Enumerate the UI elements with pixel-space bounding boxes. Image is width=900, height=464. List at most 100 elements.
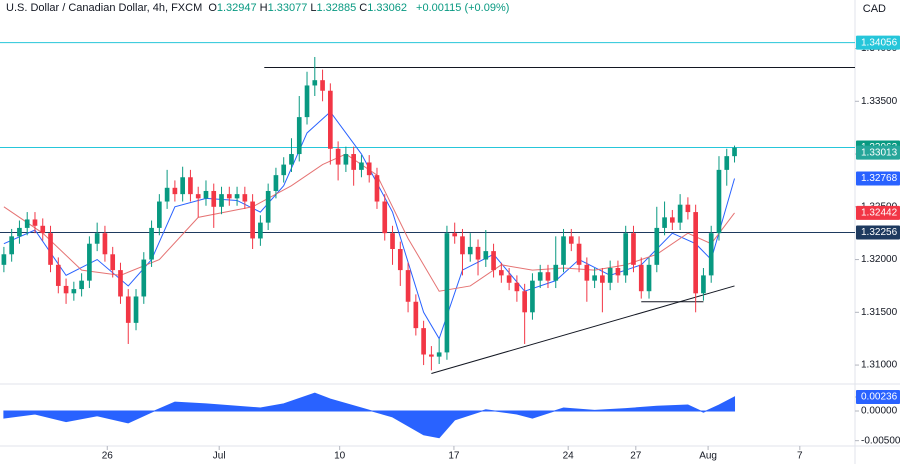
- candle-body: [701, 275, 706, 294]
- candle-body: [24, 219, 30, 228]
- price-label: 1.32256: [861, 227, 898, 238]
- ohlc-value: 1.32885: [316, 2, 357, 14]
- ohlc-key: L: [310, 2, 317, 14]
- candle-body: [141, 259, 147, 297]
- candle-body: [211, 190, 217, 207]
- ohlc-key: O: [208, 2, 217, 14]
- candle-body: [413, 301, 419, 329]
- candle-body: [125, 296, 131, 323]
- candle-body: [607, 267, 613, 283]
- moving-average: [3, 153, 735, 292]
- candle-body: [537, 272, 543, 281]
- x-tick-label: 10: [334, 451, 346, 462]
- candle-body: [522, 291, 527, 313]
- ohlc-value: 1.33077: [267, 2, 308, 14]
- candle-body: [359, 162, 364, 170]
- candle-body: [110, 254, 116, 271]
- price-label: 1.34056: [861, 37, 898, 48]
- y-tick-label: 1.31500: [861, 307, 898, 318]
- candle-body: [258, 222, 263, 239]
- symbol-title: U.S. Dollar / Canadian Dollar, 4h, FXCM: [6, 2, 203, 14]
- candle-body: [343, 154, 349, 165]
- candle-body: [180, 177, 185, 195]
- trend-line: [431, 285, 735, 374]
- oscillator-area: [3, 392, 736, 439]
- candle-body: [467, 246, 473, 255]
- x-tick-label: 27: [630, 451, 642, 462]
- price-label: 1.32768: [861, 173, 898, 184]
- price-label-bg: [856, 35, 900, 50]
- candle-body: [429, 354, 434, 357]
- candle-body: [631, 233, 636, 265]
- candle-body: [133, 296, 139, 323]
- osc-label-bg: [856, 389, 900, 404]
- candle-body: [600, 275, 605, 283]
- y-tick-label: 1.33500: [861, 96, 898, 107]
- candle-body: [662, 217, 667, 228]
- x-tick-label: 17: [448, 451, 460, 462]
- candle-body: [188, 177, 193, 195]
- candle-body: [452, 233, 458, 237]
- change: +0.00115 (+0.09%): [416, 2, 510, 14]
- candle-body: [421, 328, 426, 355]
- candle-body: [483, 251, 489, 260]
- candle-body: [281, 164, 287, 176]
- candle-body: [491, 251, 496, 271]
- candle-body: [584, 264, 590, 281]
- candle-body: [9, 236, 14, 255]
- moving-average: [3, 111, 736, 340]
- candle-body: [328, 90, 333, 149]
- candle-body: [203, 190, 209, 199]
- candle-body: [530, 280, 535, 313]
- candle-body: [273, 175, 279, 191]
- candle-body: [296, 117, 302, 155]
- x-tick-label: 26: [102, 451, 114, 462]
- price-label-bg: [856, 205, 900, 220]
- candle-body: [732, 147, 737, 157]
- ohlc-value: 1.33062: [367, 2, 407, 14]
- candle-body: [397, 249, 403, 271]
- currency: CAD: [862, 3, 886, 15]
- candle-body: [444, 233, 450, 353]
- candle-body: [63, 285, 69, 294]
- x-tick-label: 7: [797, 451, 803, 462]
- candle-body: [405, 270, 411, 302]
- candle-body: [234, 194, 240, 199]
- ohlc-key: C: [359, 2, 368, 14]
- candle-body: [670, 217, 675, 223]
- candle-body: [312, 80, 318, 86]
- candle-body: [87, 243, 92, 281]
- candle-body: [265, 190, 271, 223]
- ohlc: O1.32947 H1.33077 L1.32885 C1.33062: [208, 2, 410, 14]
- candle-body: [460, 236, 465, 255]
- candle-body: [475, 246, 481, 260]
- candle-body: [390, 233, 395, 250]
- candle-body: [48, 233, 53, 265]
- candle-body: [366, 162, 372, 176]
- osc-label: 0.00236: [861, 392, 898, 403]
- candle-body: [646, 264, 652, 292]
- candle-body: [242, 194, 248, 202]
- candle-body: [118, 270, 123, 297]
- candle-body: [592, 275, 597, 281]
- price-label-bg: [856, 171, 900, 186]
- candle-body: [654, 227, 660, 265]
- candle-body: [172, 187, 178, 195]
- candle-body: [94, 233, 100, 244]
- candle-body: [514, 282, 520, 292]
- x-tick-label: 24: [563, 451, 575, 462]
- candle-body: [289, 154, 294, 165]
- candle-body: [320, 80, 325, 91]
- price-label-bg: [856, 145, 900, 160]
- candle-body: [79, 280, 84, 290]
- candle-body: [677, 204, 683, 223]
- candle-body: [506, 275, 512, 283]
- header: U.S. Dollar / Canadian Dollar, 4h, FXCM …: [6, 2, 512, 14]
- candle-body: [17, 227, 22, 237]
- candle-body: [561, 236, 566, 265]
- price-label: 1.32442: [861, 208, 898, 219]
- price-label: 1.33013: [861, 147, 898, 158]
- candle-body: [693, 212, 698, 294]
